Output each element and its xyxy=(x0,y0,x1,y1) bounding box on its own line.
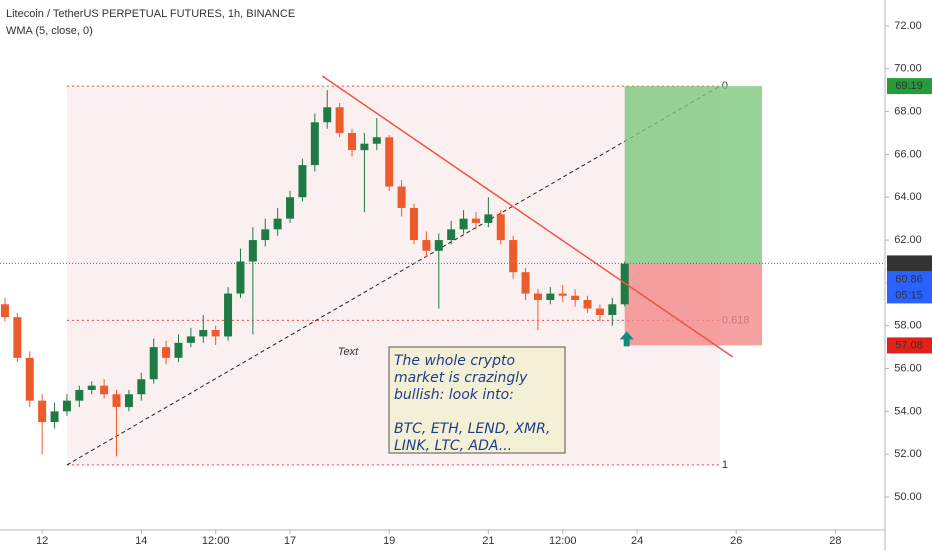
candle-body xyxy=(236,261,245,294)
candle-body xyxy=(583,300,592,309)
candle-body xyxy=(149,347,158,380)
candle-body xyxy=(595,308,604,316)
wma-label-bg xyxy=(887,271,932,304)
last-price-label-bg xyxy=(887,255,932,272)
stop-price-label-bg xyxy=(887,337,932,354)
candle-body xyxy=(447,229,456,241)
x-tick-label: 26 xyxy=(730,535,742,547)
candle-body xyxy=(434,240,443,251)
candle-body xyxy=(348,132,357,151)
target-zone xyxy=(624,86,763,264)
candle-body xyxy=(199,329,208,337)
last-price-label: 60.91 xyxy=(895,257,923,269)
candle-body xyxy=(484,214,493,223)
wma-price-label: 60.86 xyxy=(895,273,923,285)
note-text: market is crazingly xyxy=(394,370,528,386)
trendline xyxy=(321,75,734,358)
y-tick-label: 72.00 xyxy=(894,20,922,32)
fib-label: 0 xyxy=(722,80,728,92)
candle-body xyxy=(62,400,71,412)
y-tick-label: 56.00 xyxy=(894,362,922,374)
candle-body xyxy=(112,394,121,408)
candle-body xyxy=(546,293,555,301)
candle-body xyxy=(286,197,295,219)
candle-body xyxy=(273,218,282,230)
y-tick-label: 68.00 xyxy=(894,105,922,117)
fib-label: 1 xyxy=(722,459,728,471)
candle-body xyxy=(509,240,518,273)
y-tick-label: 64.00 xyxy=(894,191,922,203)
x-tick-label: 19 xyxy=(383,535,395,547)
candle-body xyxy=(558,293,567,296)
chart-title: Litecoin / TetherUS PERPETUAL FUTURES, 1… xyxy=(6,8,295,20)
candle-body xyxy=(385,137,394,187)
candle-body xyxy=(137,379,146,395)
note-box xyxy=(388,346,566,454)
candle-body xyxy=(459,218,468,230)
x-tick-label: 12:00 xyxy=(549,535,577,547)
y-tick-label: 66.00 xyxy=(894,148,922,160)
candle-body xyxy=(335,107,344,133)
y-tick-label: 54.00 xyxy=(894,405,922,417)
target-price-label-bg xyxy=(887,78,932,95)
candle-body xyxy=(323,107,332,123)
y-tick-label: 50.00 xyxy=(894,491,922,503)
candle-body xyxy=(620,263,629,305)
candle-body xyxy=(75,389,84,401)
candle-body xyxy=(471,218,480,223)
text-label: Text xyxy=(338,346,359,358)
x-tick-label: 12 xyxy=(36,535,48,547)
target-price-label: 69.19 xyxy=(895,80,923,92)
y-tick-label: 70.00 xyxy=(894,63,922,75)
candle-body xyxy=(174,342,183,358)
arrow-icon xyxy=(619,331,634,347)
x-tick-label: 17 xyxy=(284,535,296,547)
candle-body xyxy=(298,165,307,198)
stop-price-label: 57.08 xyxy=(895,339,923,351)
x-tick-label: 14 xyxy=(135,535,147,547)
note-text: bullish: look into: xyxy=(394,387,514,403)
candle-body xyxy=(397,186,406,208)
x-tick-label: 28 xyxy=(829,535,841,547)
candle-body xyxy=(248,240,257,262)
candle-body xyxy=(360,143,369,151)
candle-body xyxy=(224,293,233,337)
y-tick-label: 52.00 xyxy=(894,448,922,460)
candle-body xyxy=(13,317,22,358)
candle-body xyxy=(422,240,431,251)
candle-body xyxy=(372,137,381,144)
candle-body xyxy=(0,304,9,318)
countdown-label: 05:15 xyxy=(895,289,923,301)
x-tick-label: 24 xyxy=(631,535,643,547)
x-tick-label: 21 xyxy=(482,535,494,547)
candle-body xyxy=(211,329,220,337)
candle-body xyxy=(162,347,171,358)
candle-body xyxy=(124,394,133,408)
candle-body xyxy=(521,272,530,294)
candle-body xyxy=(310,122,319,166)
stop-zone xyxy=(624,263,763,346)
y-tick-label: 58.00 xyxy=(894,320,922,332)
candle-body xyxy=(261,229,270,241)
candle-body xyxy=(50,411,59,423)
indicator-label: WMA (5, close, 0) xyxy=(6,25,93,37)
candle-body xyxy=(496,214,505,241)
candle-body xyxy=(38,400,47,423)
candle-body xyxy=(87,385,96,390)
candle-body xyxy=(25,357,34,401)
note-text: BTC, ETH, LEND, XMR, xyxy=(394,421,550,437)
candle-body xyxy=(571,295,580,301)
x-tick-label: 12:00 xyxy=(202,535,230,547)
candle-body xyxy=(100,385,109,395)
candle-body xyxy=(533,293,542,301)
note-text: The whole crypto xyxy=(394,353,515,369)
y-tick-label: 62.00 xyxy=(894,234,922,246)
candle-body xyxy=(186,336,195,343)
note-text: LINK, LTC, ADA... xyxy=(394,438,512,454)
candle-body xyxy=(608,304,617,316)
candle-body xyxy=(409,207,418,241)
